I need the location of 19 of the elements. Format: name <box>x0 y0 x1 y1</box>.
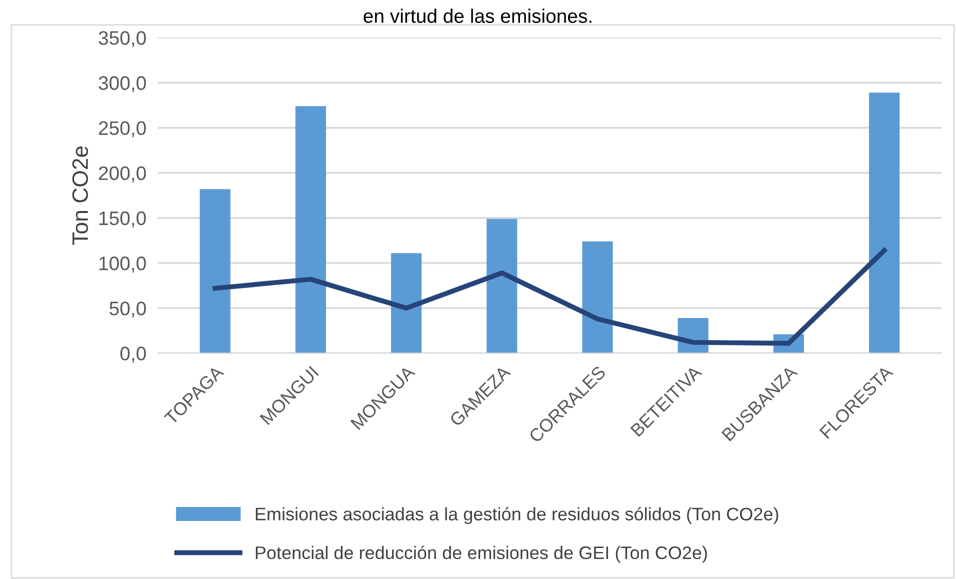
legend-label: Potencial de reducción de emisiones de GEI (Ton CO2e) <box>256 546 707 563</box>
y-tick-label: 150,0 <box>99 211 146 228</box>
chart-title: en virtud de las emisiones. <box>364 8 592 23</box>
bar <box>295 106 326 354</box>
y-tick-label: 250,0 <box>98 121 146 138</box>
bar <box>869 92 900 354</box>
bar <box>200 189 230 354</box>
y-tick-label: 0,0 <box>120 346 146 363</box>
y-tick-label: 300,0 <box>98 76 146 92</box>
bar <box>582 241 613 354</box>
y-tick-label: 350,0 <box>98 31 146 48</box>
legend-label: Emisiones asociadas a la gestión de residuos sólidos (Ton CO2e) <box>256 507 778 524</box>
bar <box>486 218 518 354</box>
y-tick-label: 100,0 <box>99 256 146 273</box>
y-tick-label: 200,0 <box>98 166 146 182</box>
y-tick-label: 50,0 <box>110 302 146 318</box>
line-series <box>212 248 887 346</box>
y-axis-title: Ton CO2e <box>72 146 88 245</box>
bar <box>391 253 422 354</box>
